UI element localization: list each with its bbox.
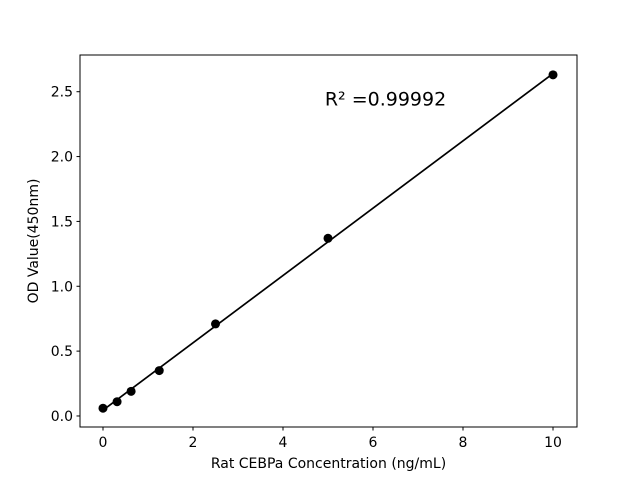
data-point <box>112 397 122 407</box>
y-tick-label: 2.5 <box>51 85 73 101</box>
r-squared-annotation: R² =0.99992 <box>325 88 446 110</box>
x-axis-label: Rat CEBPa Concentration (ng/mL) <box>211 456 446 472</box>
x-tick-label: 4 <box>279 435 288 451</box>
y-tick-label: 0.5 <box>51 344 73 360</box>
x-tick-label: 0 <box>99 435 108 451</box>
plot-border <box>79 54 578 428</box>
data-point <box>323 233 333 243</box>
y-tick-label: 2.0 <box>51 150 73 166</box>
data-point <box>211 319 221 329</box>
y-tick-label: 1.5 <box>51 214 73 230</box>
y-axis-label: OD Value(450nm) <box>26 179 42 304</box>
y-tick-label: 0.0 <box>51 409 73 425</box>
data-point <box>98 403 108 413</box>
data-point <box>126 386 136 396</box>
x-tick-label: 8 <box>459 435 468 451</box>
x-tick-label: 10 <box>544 435 562 451</box>
data-point <box>548 70 558 80</box>
x-tick-label: 6 <box>369 435 378 451</box>
x-tick-label: 2 <box>189 435 198 451</box>
y-tick-label: 1.0 <box>51 279 73 295</box>
data-point <box>154 366 164 376</box>
